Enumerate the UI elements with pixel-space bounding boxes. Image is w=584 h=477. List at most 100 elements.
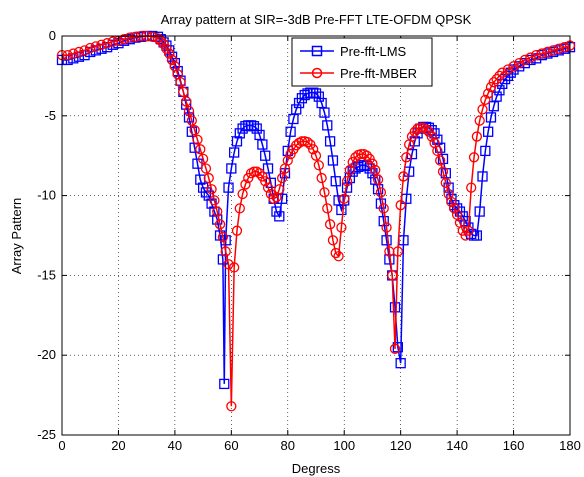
data-point-lms	[395, 358, 406, 369]
data-point-mber	[262, 182, 274, 193]
x-tick-label: 100	[333, 438, 355, 453]
x-tick-label: 80	[281, 438, 295, 453]
grid-lines	[62, 36, 570, 435]
data-point-mber	[206, 184, 217, 195]
data-point-mber	[186, 115, 197, 126]
data-point-mber	[308, 144, 319, 155]
chart-title: Array pattern at SIR=-3dB Pre-FFT LTE-OF…	[161, 12, 472, 27]
data-point-mber	[488, 77, 499, 88]
data-point-lms	[206, 198, 217, 209]
data-point-mber	[483, 88, 494, 99]
data-point-mber	[175, 77, 186, 88]
x-tick-label: 140	[446, 438, 468, 453]
data-point-lms	[389, 302, 401, 313]
data-point-mber	[130, 31, 141, 42]
data-point-mber	[387, 270, 398, 281]
data-point-mber	[229, 262, 240, 273]
x-tick-label: 0	[58, 438, 65, 453]
data-point-lms	[260, 150, 271, 161]
data-point-mber	[274, 184, 285, 195]
data-point-mber	[474, 115, 485, 126]
data-point-mber	[398, 171, 409, 182]
data-point-lms	[460, 215, 471, 227]
data-point-lms	[477, 171, 488, 182]
data-point-lms	[231, 136, 243, 147]
data-point-mber	[240, 179, 251, 190]
data-point-mber	[164, 48, 175, 59]
data-point-mber	[322, 203, 333, 214]
legend: Pre-fft-LMS Pre-fft-MBER	[291, 37, 433, 87]
data-point-mber	[183, 105, 195, 117]
data-point-lms	[220, 235, 231, 246]
data-point-mber	[192, 134, 203, 145]
y-axis-label: Array Pattern	[9, 198, 24, 275]
data-point-mber	[234, 203, 245, 214]
data-point-mber	[260, 176, 271, 187]
data-point-mber	[330, 247, 341, 259]
data-point-lms	[471, 230, 483, 241]
data-point-lms	[322, 120, 333, 131]
data-point-mber	[268, 193, 279, 204]
data-point-mber	[118, 34, 130, 45]
x-tick-label: 40	[168, 438, 182, 453]
data-point-mber	[375, 187, 387, 198]
data-point-mber	[449, 203, 460, 214]
y-tick-label: -10	[37, 188, 56, 203]
data-point-mber	[502, 64, 514, 75]
data-point-mber	[530, 50, 542, 61]
data-point-mber	[254, 168, 265, 179]
data-point-mber	[226, 401, 237, 412]
data-point-mber	[519, 54, 530, 66]
y-tick-label: -20	[37, 347, 56, 362]
data-point-mber	[68, 48, 79, 59]
data-point-mber	[356, 148, 367, 160]
data-point-mber	[542, 46, 553, 58]
data-point-lms	[229, 147, 240, 158]
data-point-mber	[212, 206, 223, 217]
plot-frame	[61, 35, 571, 436]
data-point-lms	[437, 153, 449, 165]
series-layer	[56, 30, 576, 412]
data-point-lms	[209, 206, 220, 217]
x-tick-label: 160	[503, 438, 525, 453]
data-point-lms	[378, 215, 389, 227]
data-point-lms	[291, 104, 302, 115]
data-point-mber	[367, 158, 378, 169]
data-point-mber	[90, 41, 102, 52]
data-point-lms	[223, 182, 234, 193]
legend-marker-mber	[311, 67, 323, 79]
data-point-mber	[553, 43, 564, 54]
data-point-lms	[274, 211, 285, 222]
data-point-lms	[361, 160, 372, 172]
data-point-mber	[248, 166, 260, 177]
data-point-lms	[324, 136, 336, 147]
data-point-lms	[327, 155, 339, 166]
data-point-lms	[219, 378, 230, 390]
data-point-mber	[220, 246, 231, 257]
data-point-lms	[251, 123, 262, 134]
data-point-mber	[536, 48, 547, 59]
data-point-mber	[372, 174, 384, 185]
data-point-mber	[324, 219, 336, 230]
data-point-mber	[327, 235, 339, 246]
data-point-mber	[79, 45, 90, 56]
data-point-lms	[262, 163, 274, 174]
data-point-mber	[389, 343, 401, 354]
y-tick-label: -15	[37, 267, 56, 282]
data-point-mber	[491, 73, 502, 85]
x-tick-label: 120	[390, 438, 412, 453]
data-point-mber	[437, 166, 449, 177]
data-point-mber	[471, 131, 483, 142]
data-point-mber	[468, 152, 480, 163]
data-point-mber	[189, 125, 200, 136]
axis-ticks: 0 20 40 60 80 100 120 140 160 180 0 -5 -10 -15 -20 -25	[37, 28, 581, 453]
data-point-mber	[102, 38, 113, 49]
data-point-mber	[466, 182, 477, 193]
data-point-mber	[195, 144, 206, 155]
data-point-mber	[370, 164, 381, 176]
data-point-lms	[245, 120, 257, 131]
data-point-lms	[257, 139, 268, 150]
data-point-mber	[85, 42, 96, 54]
data-point-mber	[223, 259, 234, 270]
